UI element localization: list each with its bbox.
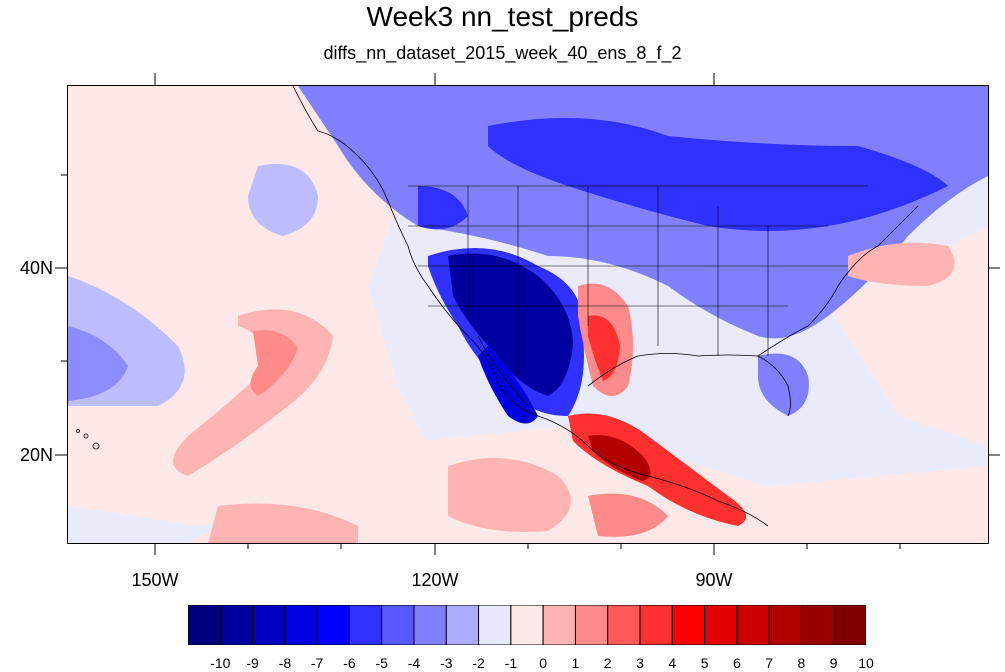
colorbar-box	[381, 605, 415, 645]
lat-label-20n: 20N	[20, 445, 54, 465]
colorbar-tick-label: 0	[539, 655, 547, 671]
colorbar-box	[833, 605, 866, 645]
colorbar-tick-label: -3	[440, 655, 453, 671]
south-warm-3	[208, 503, 358, 543]
map-title: Week3 nn_test_preds	[366, 1, 639, 32]
colorbar-box	[445, 605, 480, 645]
florida-cold	[758, 353, 809, 416]
colorbar-tick-label: 6	[732, 655, 741, 671]
pacific-pale-warm	[68, 86, 428, 526]
colorbar-box	[219, 605, 254, 645]
contour-field	[68, 86, 988, 543]
map-subtitle: diffs_nn_dataset_2015_week_40_ens_8_f_2	[323, 43, 682, 63]
gulf-coast	[587, 205, 919, 417]
colorbar-box	[188, 605, 221, 645]
colorbar-box	[800, 605, 835, 645]
colorbar-tick-label: -10	[210, 655, 231, 671]
colorbar-tick-label: 3	[636, 655, 644, 671]
south-warm-2	[588, 493, 668, 537]
colorbar-tick-label: -1	[504, 655, 518, 671]
colorbar-tick-label: -2	[472, 655, 485, 671]
colorbar-tick-label: 4	[668, 655, 677, 671]
colorbar-tick-label: 5	[700, 655, 709, 671]
colorbar-box	[252, 605, 286, 645]
lat-label-40n: 40N	[20, 258, 54, 278]
colorbar-tick-label: -9	[246, 655, 259, 671]
southern-pale-warm	[188, 426, 988, 543]
colorbar-tick-label: 8	[797, 655, 806, 671]
colorbar-box	[704, 605, 738, 645]
northwest-cold	[418, 186, 468, 230]
west-cool-band-inner	[68, 326, 128, 401]
colorbar-tick-label: -7	[310, 655, 324, 671]
colorbar-tick-label: -4	[407, 655, 421, 671]
baja-cold	[478, 346, 538, 424]
lon-label-120w: 120W	[411, 570, 459, 590]
texas-warm-core	[588, 315, 620, 381]
colorbar-box	[542, 605, 576, 645]
colorbar-tick-label: 2	[603, 655, 612, 671]
colorbar-box	[607, 605, 641, 645]
south-warm-1	[448, 458, 571, 532]
northern-cold-core	[488, 118, 948, 231]
lon-label-90w: 90W	[695, 570, 733, 590]
colorbar-tick-label: 9	[829, 655, 838, 671]
state-boundaries	[408, 185, 868, 376]
map-plot-area	[67, 85, 989, 544]
colorbar-box	[478, 605, 512, 645]
colorbar	[188, 605, 866, 645]
colorbar-box	[768, 605, 802, 645]
colorbar-tick-label: 1	[571, 655, 580, 671]
colorbar-tick-label: -6	[343, 655, 356, 671]
colorbar-tick-label: 7	[765, 655, 773, 671]
colorbar-tick-label: -8	[278, 655, 292, 671]
colorbar-box	[413, 605, 447, 645]
coastline	[292, 86, 769, 527]
colorbar-box	[316, 605, 350, 645]
east-warm	[848, 242, 955, 286]
pacific-warm-band-core	[250, 330, 298, 396]
east-pale-warm	[828, 226, 988, 446]
pacific-cool-patch	[248, 164, 318, 236]
baja-coast	[477, 335, 529, 407]
colorbar-tick-label: 10	[858, 655, 874, 671]
colorbar-box	[671, 605, 706, 645]
colorbar-box	[510, 605, 544, 645]
hawaii-islands	[76, 429, 100, 450]
colorbar-box	[348, 605, 383, 645]
colorbar-box	[736, 605, 770, 645]
colorbar-box	[574, 605, 609, 645]
mexico-warm-core	[588, 435, 651, 481]
southwest-cold-core	[448, 253, 573, 396]
colorbar-box	[284, 605, 318, 645]
colorbar-box	[639, 605, 673, 645]
lon-label-150w: 150W	[131, 570, 179, 590]
colorbar-tick-label: -5	[375, 655, 388, 671]
